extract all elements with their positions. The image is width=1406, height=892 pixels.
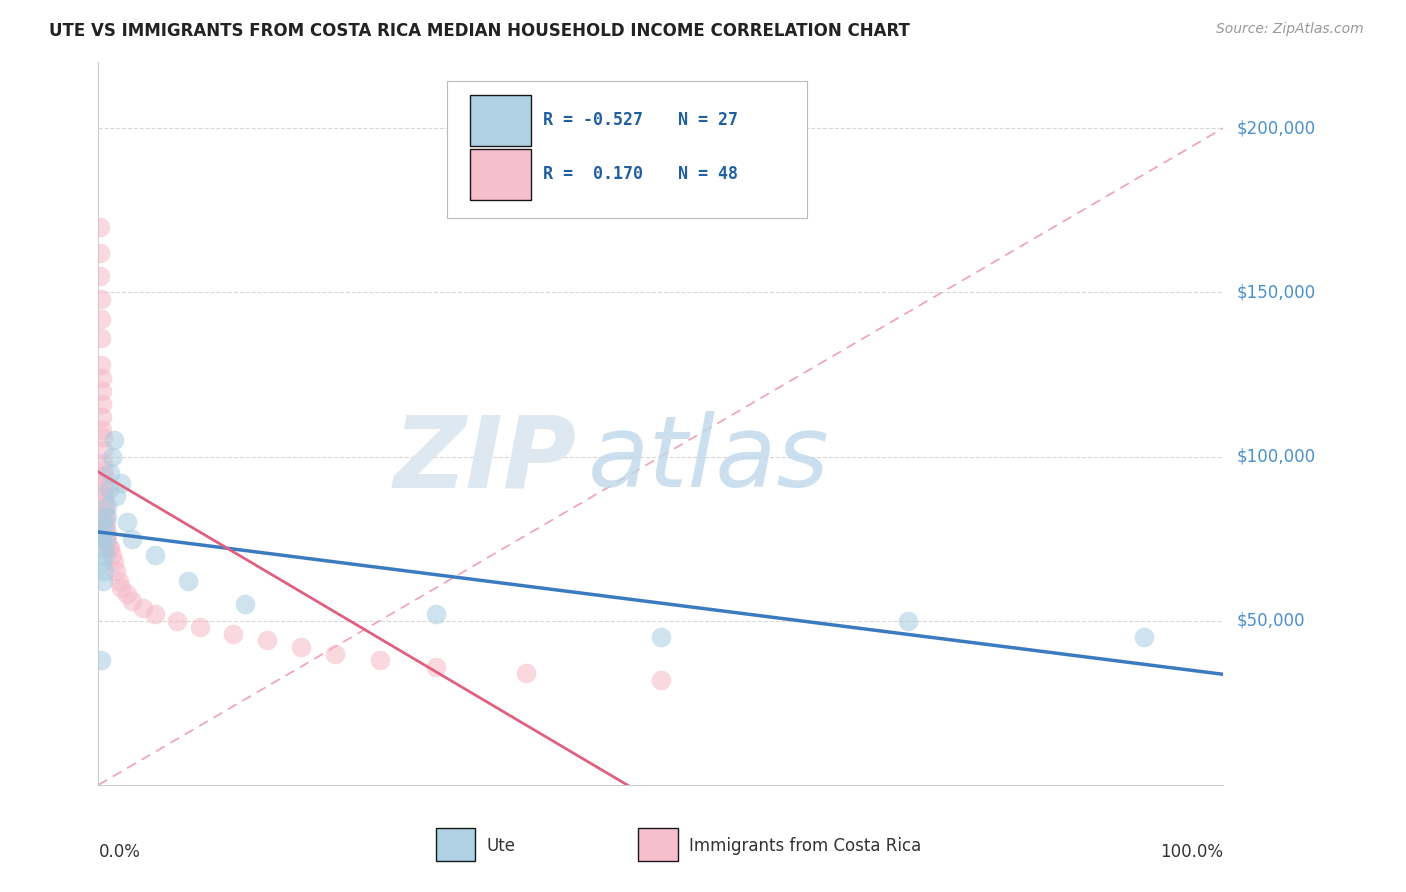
Point xyxy=(93,463,115,477)
Text: ZIP: ZIP xyxy=(394,411,576,508)
Point xyxy=(290,640,312,654)
Point xyxy=(96,532,118,546)
Point xyxy=(94,495,117,509)
Point xyxy=(90,410,112,425)
Point xyxy=(94,508,117,523)
Point xyxy=(515,666,537,681)
Point xyxy=(90,384,112,398)
Point xyxy=(90,331,112,345)
Text: atlas: atlas xyxy=(588,411,830,508)
Text: Ute: Ute xyxy=(486,838,516,855)
FancyBboxPatch shape xyxy=(436,829,475,861)
Point xyxy=(110,475,132,490)
Point xyxy=(177,574,200,589)
Point xyxy=(90,653,112,667)
Text: $50,000: $50,000 xyxy=(1237,612,1306,630)
Text: N = 27: N = 27 xyxy=(678,112,738,129)
Point xyxy=(93,541,115,556)
Point xyxy=(91,515,114,529)
Point xyxy=(105,489,128,503)
Point xyxy=(96,508,118,523)
Point xyxy=(121,532,143,546)
Point xyxy=(107,574,129,589)
Point xyxy=(323,647,346,661)
Text: 0.0%: 0.0% xyxy=(98,843,141,861)
Point xyxy=(90,292,112,306)
Point xyxy=(650,630,672,644)
Point xyxy=(96,528,118,542)
Point xyxy=(650,673,672,687)
Point xyxy=(93,475,115,490)
Point xyxy=(132,600,155,615)
Text: $200,000: $200,000 xyxy=(1237,120,1316,137)
Point xyxy=(90,370,112,384)
Point xyxy=(101,450,124,464)
Point xyxy=(256,633,278,648)
Point xyxy=(90,532,112,546)
Point xyxy=(94,548,117,562)
Point xyxy=(222,627,245,641)
Point xyxy=(93,489,115,503)
Text: Immigrants from Costa Rica: Immigrants from Costa Rica xyxy=(689,838,921,855)
Point xyxy=(233,598,256,612)
FancyBboxPatch shape xyxy=(470,149,531,200)
Point xyxy=(90,555,112,569)
Point xyxy=(89,268,111,283)
Point xyxy=(368,653,391,667)
Point xyxy=(93,483,115,497)
Point xyxy=(91,430,114,444)
Point xyxy=(94,502,117,516)
Point xyxy=(90,358,112,372)
Text: 100.0%: 100.0% xyxy=(1160,843,1223,861)
Point xyxy=(897,614,920,628)
Text: $100,000: $100,000 xyxy=(1237,448,1316,466)
Point xyxy=(143,548,166,562)
Point xyxy=(188,620,211,634)
Point xyxy=(103,555,125,569)
Point xyxy=(425,607,447,622)
Point xyxy=(96,522,118,536)
Text: Source: ZipAtlas.com: Source: ZipAtlas.com xyxy=(1216,22,1364,37)
Point xyxy=(96,535,118,549)
Point xyxy=(90,311,112,326)
Point xyxy=(93,469,115,483)
Point xyxy=(89,246,111,260)
FancyBboxPatch shape xyxy=(638,829,678,861)
Point xyxy=(96,515,118,529)
Text: $150,000: $150,000 xyxy=(1237,284,1316,301)
Point xyxy=(121,594,143,608)
Point xyxy=(101,548,124,562)
Point xyxy=(105,565,128,579)
Point xyxy=(98,466,121,480)
Point xyxy=(91,574,114,589)
Text: UTE VS IMMIGRANTS FROM COSTA RICA MEDIAN HOUSEHOLD INCOME CORRELATION CHART: UTE VS IMMIGRANTS FROM COSTA RICA MEDIAN… xyxy=(49,22,910,40)
Point xyxy=(1133,630,1156,644)
Text: N = 48: N = 48 xyxy=(678,165,738,184)
Point xyxy=(166,614,188,628)
Point xyxy=(425,659,447,673)
Point xyxy=(97,483,120,497)
FancyBboxPatch shape xyxy=(447,80,807,218)
Text: R =  0.170: R = 0.170 xyxy=(543,165,643,184)
Point xyxy=(93,565,115,579)
Point xyxy=(97,541,120,556)
Point xyxy=(96,499,118,513)
Text: R = -0.527: R = -0.527 xyxy=(543,112,643,129)
Point xyxy=(110,581,132,595)
Point xyxy=(91,442,114,457)
Point xyxy=(98,541,121,556)
Point xyxy=(115,515,138,529)
Point xyxy=(143,607,166,622)
Point xyxy=(115,587,138,601)
Point xyxy=(90,397,112,411)
FancyBboxPatch shape xyxy=(470,95,531,145)
Point xyxy=(103,433,125,447)
Point xyxy=(89,219,111,234)
Point xyxy=(91,456,114,470)
Point xyxy=(94,522,117,536)
Point xyxy=(90,423,112,437)
